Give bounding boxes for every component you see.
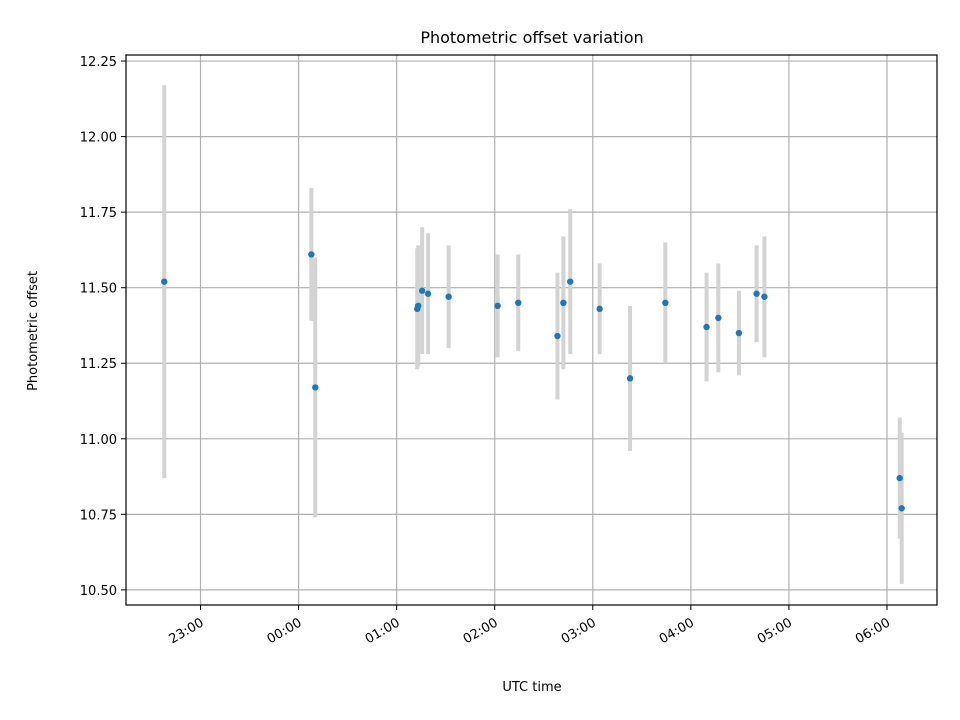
x-tick-label: 04:00 <box>657 615 697 647</box>
data-point <box>662 299 669 307</box>
x-tick-label: 05:00 <box>755 615 795 647</box>
data-point <box>445 293 452 300</box>
data-point <box>515 299 522 307</box>
error-bars <box>162 85 904 584</box>
data-point <box>308 251 315 258</box>
y-axis-ticks: 10.50 10.75 11.00 11.25 11.50 11.75 12.00 12.25 <box>80 55 126 599</box>
x-tick-label: 06:00 <box>853 615 893 647</box>
x-tick-label: 03:00 <box>559 615 599 647</box>
y-tick-label: 11.75 <box>80 206 117 221</box>
x-tick-label: 01:00 <box>363 615 403 647</box>
chart-title: Photometric offset variation <box>420 28 643 47</box>
y-tick-label: 11.25 <box>80 357 117 372</box>
y-tick-label: 10.75 <box>80 508 117 523</box>
data-point <box>715 314 722 322</box>
data-point <box>418 287 426 294</box>
data-point <box>703 323 710 331</box>
x-tick-label: 00:00 <box>265 615 305 647</box>
data-point <box>896 474 903 482</box>
data-point <box>312 384 319 391</box>
x-axis-ticks: 23:00 00:00 01:00 02:00 03:00 04:00 05:00 06:00 <box>167 605 893 647</box>
data-point <box>761 293 768 300</box>
data-point <box>415 302 422 310</box>
y-tick-label: 12.25 <box>80 55 117 70</box>
data-point <box>753 290 760 297</box>
data-point <box>567 278 574 285</box>
x-tick-label: 02:00 <box>461 615 501 647</box>
data-point <box>554 332 561 340</box>
data-point <box>560 299 567 307</box>
x-axis-label: UTC time <box>502 680 561 695</box>
y-tick-label: 10.50 <box>80 584 117 599</box>
data-point <box>596 305 603 313</box>
y-tick-label: 11.00 <box>80 433 117 448</box>
data-point <box>735 329 743 337</box>
data-points <box>161 251 905 512</box>
data-point <box>626 375 634 382</box>
y-tick-label: 12.00 <box>80 131 117 146</box>
data-point <box>494 302 501 310</box>
plot-frame <box>125 54 938 606</box>
x-tick-label: 23:00 <box>167 615 207 647</box>
y-axis-label: Photometric offset <box>26 271 41 391</box>
y-tick-label: 11.50 <box>80 282 117 297</box>
data-point <box>898 505 905 512</box>
data-point <box>161 278 168 285</box>
grid <box>126 55 937 605</box>
data-point <box>424 290 432 297</box>
